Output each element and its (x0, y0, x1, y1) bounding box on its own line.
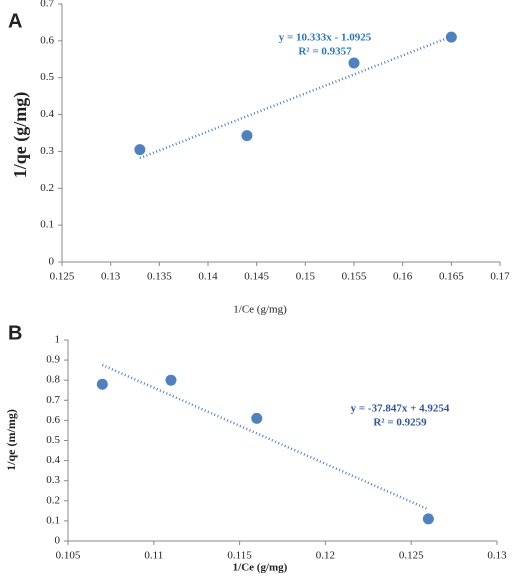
point (165, 374, 177, 386)
y-axis-label: 1/qe (g/mg) (10, 92, 31, 178)
y-tick-label: 0.3 (46, 474, 60, 486)
point (251, 412, 263, 424)
panel-label: A (8, 10, 22, 32)
x-tick-label: 0.145 (244, 271, 269, 283)
y-tick-label: 0 (49, 256, 55, 268)
x-tick-label: 0.11 (144, 550, 163, 562)
x-tick-label: 0.14 (198, 271, 218, 283)
x-tick-label: 0.13 (101, 271, 121, 283)
x-tick-label: 0.125 (399, 550, 424, 562)
point (422, 513, 434, 525)
y-tick-label: 1 (55, 334, 61, 346)
y-tick-label: 0.1 (40, 219, 54, 231)
trend-equation: y = -37.847x + 4.9254 (351, 403, 450, 415)
y-tick-label: 0.5 (46, 434, 60, 446)
r-squared: R² = 0.9357 (298, 46, 352, 58)
y-tick-label: 0.9 (46, 354, 60, 366)
y-tick-label: 0.6 (46, 414, 60, 426)
x-tick-label: 0.165 (439, 271, 464, 283)
trendline (101, 363, 429, 511)
y-tick-label: 0.4 (40, 108, 54, 120)
x-tick-label: 0.135 (147, 271, 172, 283)
y-axis-label: 1/qe (m/mg) (4, 409, 18, 471)
y-tick-label: 0.7 (46, 394, 60, 406)
point (96, 378, 108, 390)
y-tick-label: 0.5 (40, 71, 54, 83)
x-tick-label: 0.15 (296, 271, 316, 283)
y-tick-label: 0.7 (40, 0, 54, 10)
x-tick-label: 0.12 (316, 550, 335, 562)
y-tick-label: 0.6 (40, 34, 54, 46)
x-tick-label: 0.16 (393, 271, 413, 283)
panel-label: B (8, 322, 22, 344)
y-tick-label: 0.3 (40, 145, 54, 157)
x-tick-label: 0.13 (487, 550, 507, 562)
x-tick-label: 0.17 (490, 271, 510, 283)
y-tick-label: 0 (55, 535, 61, 547)
trendline (139, 35, 452, 160)
r-squared: R² = 0.9259 (373, 417, 427, 429)
x-tick-label: 0.155 (342, 271, 367, 283)
x-tick-label: 0.125 (50, 271, 75, 283)
trend-equation: y = 10.333x - 1.0925 (279, 32, 372, 44)
y-tick-label: 0.1 (46, 514, 60, 526)
point (445, 31, 457, 43)
point (348, 57, 360, 69)
y-tick-label: 0.4 (46, 454, 60, 466)
x-axis-label: 1/Ce (g/mg) (233, 562, 288, 574)
x-tick-label: 0.115 (227, 550, 252, 562)
y-tick-label: 0.2 (40, 182, 54, 194)
point (134, 144, 146, 156)
y-tick-label: 0.2 (46, 494, 60, 506)
x-axis-label: 1/Ce (g/mg) (233, 304, 287, 316)
x-tick-label: 0.105 (56, 550, 81, 562)
y-tick-label: 0.8 (46, 374, 60, 386)
point (241, 130, 253, 142)
